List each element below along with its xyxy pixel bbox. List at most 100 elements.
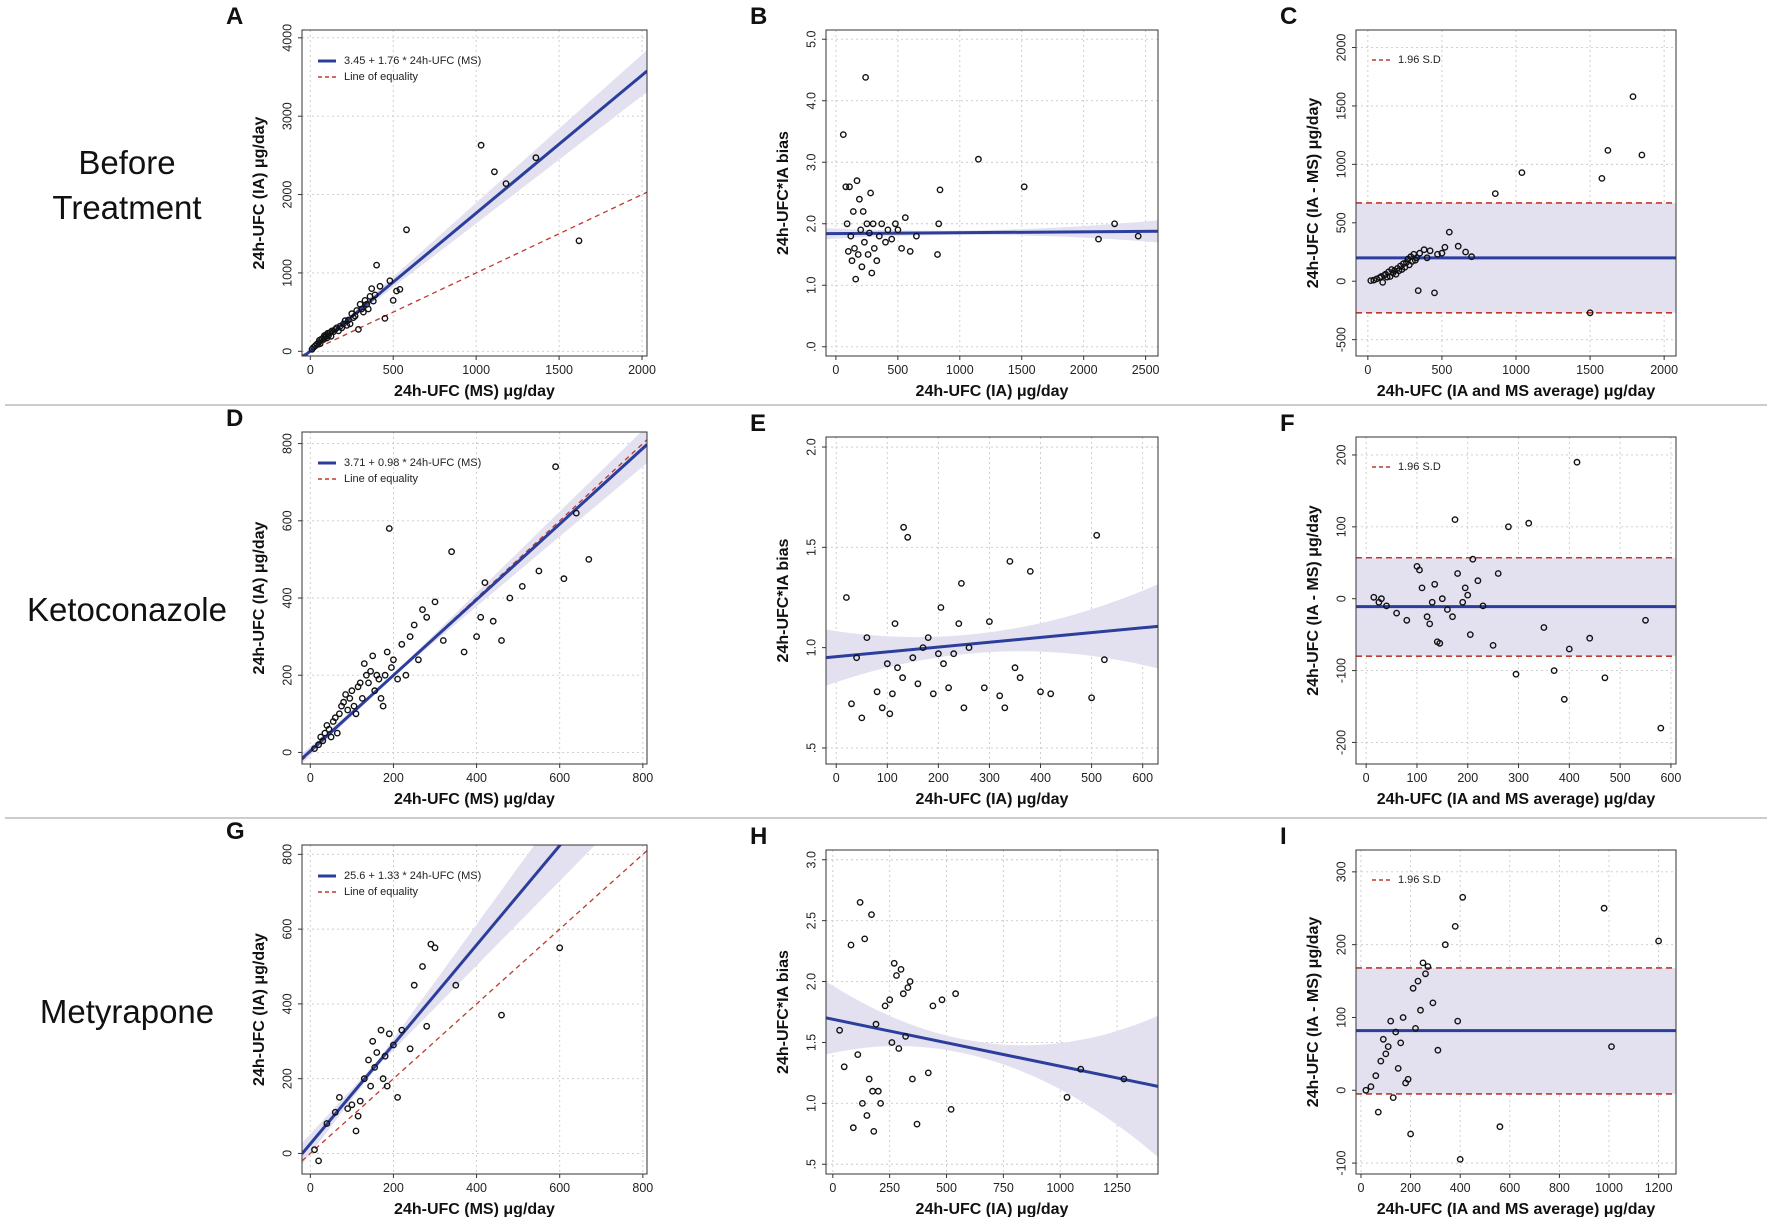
data-point	[490, 168, 498, 176]
y-tick-label: 2000	[280, 181, 294, 209]
data-point	[940, 660, 947, 668]
data-point	[359, 308, 367, 316]
data-point	[1505, 523, 1512, 531]
data-point	[1374, 1108, 1382, 1116]
data-point	[386, 277, 394, 285]
x-tick-label: 600	[1660, 771, 1681, 785]
data-point	[889, 690, 896, 698]
data-point	[909, 654, 917, 662]
data-point	[410, 981, 418, 989]
data-point	[849, 1124, 857, 1132]
y-tick-label: 2000	[1334, 34, 1348, 62]
y-tick-label: 800	[280, 844, 294, 865]
x-tick-label: 100	[877, 771, 898, 785]
data-point	[354, 1112, 362, 1120]
x-tick-label: 200	[383, 771, 404, 785]
x-axis-title: 24h-UFC (IA and MS average) μg/day	[1377, 383, 1656, 400]
data-point	[851, 244, 858, 252]
data-point	[350, 702, 358, 710]
data-point	[1444, 606, 1451, 613]
data-point	[958, 580, 965, 587]
y-tick-label: 1.5	[804, 539, 818, 556]
data-point	[448, 548, 455, 556]
data-point	[379, 702, 387, 710]
data-point	[349, 314, 357, 321]
data-point	[938, 996, 946, 1004]
data-point	[1604, 146, 1612, 154]
data-point	[869, 1087, 876, 1095]
data-point	[346, 320, 354, 328]
data-point	[1418, 584, 1426, 592]
data-point	[868, 269, 876, 277]
data-point	[950, 650, 958, 658]
legend-label: 3.71 + 0.98 * 24h-UFC (MS)	[344, 457, 481, 469]
plot-frame	[301, 29, 648, 357]
data-point	[423, 1022, 431, 1030]
data-point	[952, 990, 959, 998]
y-tick-label: 4000	[280, 24, 294, 52]
data-point	[1397, 1039, 1405, 1047]
data-point	[955, 620, 963, 627]
data-point	[1417, 1006, 1424, 1014]
panel-letter: H	[750, 823, 767, 850]
x-tick-label: 0	[1364, 363, 1371, 377]
data-point	[934, 251, 941, 258]
x-tick-label: 1250	[1103, 1181, 1131, 1195]
data-point	[1095, 235, 1102, 243]
data-point	[1377, 1057, 1385, 1065]
data-point	[1379, 1035, 1387, 1043]
data-point	[1134, 232, 1142, 240]
data-point	[489, 617, 497, 625]
y-tick-label: .5	[804, 743, 818, 753]
data-point	[315, 1157, 322, 1165]
x-tick-label: 200	[1400, 1181, 1421, 1195]
x-tick-label: 400	[466, 1181, 487, 1195]
data-point	[1600, 904, 1608, 912]
panel-letter: B	[750, 3, 767, 30]
data-point	[863, 220, 871, 228]
legend-label: 1.96 S.D	[1398, 874, 1441, 886]
data-point	[1404, 1075, 1412, 1083]
data-point	[863, 634, 871, 641]
data-point	[857, 226, 865, 234]
data-point	[394, 1094, 401, 1101]
data-point	[1601, 674, 1609, 682]
y-tick-label: 100	[1334, 516, 1348, 537]
data-point	[377, 1026, 385, 1034]
x-tick-label: 1000	[946, 363, 974, 377]
y-axis-title: 24h-UFC*IA bias	[775, 131, 792, 255]
data-point	[452, 981, 460, 989]
data-point	[369, 297, 377, 305]
data-point	[906, 247, 914, 255]
y-tick-label: -200	[1334, 730, 1348, 755]
data-point	[929, 1002, 937, 1010]
data-point	[853, 654, 860, 662]
data-point	[389, 656, 397, 664]
data-point	[398, 1026, 406, 1034]
data-point	[1459, 598, 1467, 606]
data-point	[1088, 694, 1096, 702]
data-point	[862, 74, 869, 81]
plot-area	[302, 845, 647, 1174]
plot-frame	[1355, 849, 1677, 1175]
x-tick-label: 1200	[1645, 1181, 1673, 1195]
data-point	[383, 648, 391, 656]
y-tick-label: 2.5	[804, 912, 818, 929]
data-point	[914, 680, 922, 688]
regression-line	[826, 624, 1158, 660]
data-point	[856, 899, 864, 906]
data-point	[1063, 1093, 1071, 1101]
data-point	[398, 640, 406, 648]
data-point	[1451, 516, 1459, 523]
y-tick-label: 1.0	[804, 1095, 818, 1112]
data-point	[1466, 631, 1474, 638]
y-tick-label: 1.0	[804, 277, 818, 294]
data-point	[1454, 1017, 1462, 1025]
data-point	[575, 237, 583, 245]
y-tick-label: 100	[1334, 1007, 1348, 1028]
x-tick-label: 800	[632, 1181, 653, 1195]
data-point	[1560, 695, 1568, 703]
panel-a: 0 500 1000 1500 2000 0 1000 2000 3000 4000 24h-UFC…	[226, 3, 656, 400]
data-point	[847, 941, 855, 949]
data-point	[379, 1075, 387, 1083]
